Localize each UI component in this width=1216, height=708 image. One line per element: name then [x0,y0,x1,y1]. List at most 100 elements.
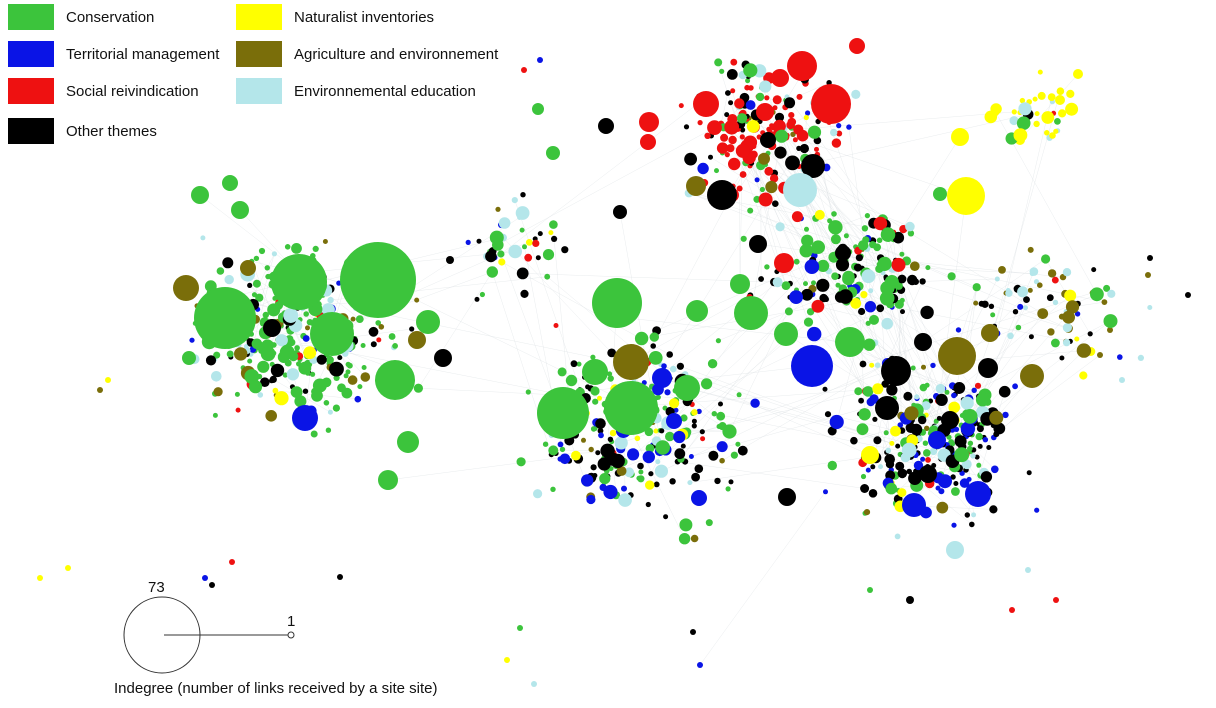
network-node [1076,343,1092,358]
network-node [1037,282,1043,289]
network-node [263,319,281,337]
network-node [716,411,726,421]
network-node [919,383,928,392]
network-node [838,289,853,304]
network-node [312,245,319,252]
network-node [936,415,942,421]
network-node [891,257,906,272]
network-node [705,519,713,527]
network-node [707,180,737,210]
network-node [778,488,796,506]
network-node [604,381,658,435]
network-node [590,386,600,396]
legend-swatch [236,78,282,104]
network-node [819,293,828,303]
network-node [337,355,343,361]
network-node [765,180,778,194]
network-node [873,216,888,231]
network-node [645,501,651,508]
network-node [1023,296,1030,303]
network-node [576,361,582,367]
network-node [609,429,617,437]
network-node [224,274,234,285]
network-node [290,386,303,398]
network-node [653,428,659,434]
network-node [592,278,642,328]
network-node [1028,334,1034,340]
network-node [796,93,803,100]
network-node [1012,309,1019,315]
network-node [670,365,677,373]
network-node [343,373,349,379]
network-node [725,486,731,492]
network-node [599,473,611,485]
network-node [525,389,531,395]
network-node [521,67,527,73]
network-node [229,559,235,565]
network-node [805,110,811,116]
network-node [597,427,604,434]
network-node [772,105,778,111]
legend-item-environnemental-education: Environnemental education [236,78,476,104]
network-node [614,436,628,450]
network-node [1020,364,1044,388]
network-node [234,347,248,361]
network-node [914,394,920,400]
network-node [740,127,746,133]
network-node [1117,354,1123,360]
network-node [674,448,686,460]
network-node [707,359,718,369]
legend-item-social-reivindication: Social reivindication [8,78,199,104]
network-node [542,441,549,447]
network-node [213,387,223,397]
network-node [745,100,756,110]
network-node [760,132,776,148]
network-node [736,392,742,398]
network-node [607,436,614,442]
network-node [984,110,998,124]
network-node [1002,411,1009,419]
network-node [920,305,934,320]
network-node [739,134,745,140]
network-node [803,114,809,121]
network-node [858,397,864,404]
network-node [773,119,786,133]
network-node [97,387,103,393]
network-node [255,293,264,302]
network-node [634,331,649,346]
network-node [796,129,809,142]
network-node [954,447,970,463]
network-node [831,211,837,217]
network-node [827,460,837,471]
network-node [1052,299,1059,306]
network-node [951,487,960,496]
network-node [1074,336,1080,342]
network-node [817,259,830,272]
network-node [793,258,800,265]
network-node [252,279,261,288]
network-node [666,351,673,358]
network-node [247,282,253,288]
network-node [678,103,684,109]
network-node [699,429,705,435]
network-node [341,387,353,399]
network-node [105,377,111,383]
network-node [854,387,863,396]
network-node [327,409,333,415]
network-node [693,91,719,117]
network-node [724,112,730,118]
network-node [910,423,923,436]
network-node [1065,102,1079,116]
network-node [718,401,723,407]
network-node [684,152,697,166]
network-node [758,152,770,165]
network-node [265,410,278,422]
network-node [409,326,415,332]
legend-label: Conservation [66,8,155,26]
network-node [1066,89,1075,98]
network-node [354,395,362,403]
network-node [947,272,956,281]
network-node [799,143,810,154]
network-node [925,265,931,271]
network-node [434,349,452,367]
